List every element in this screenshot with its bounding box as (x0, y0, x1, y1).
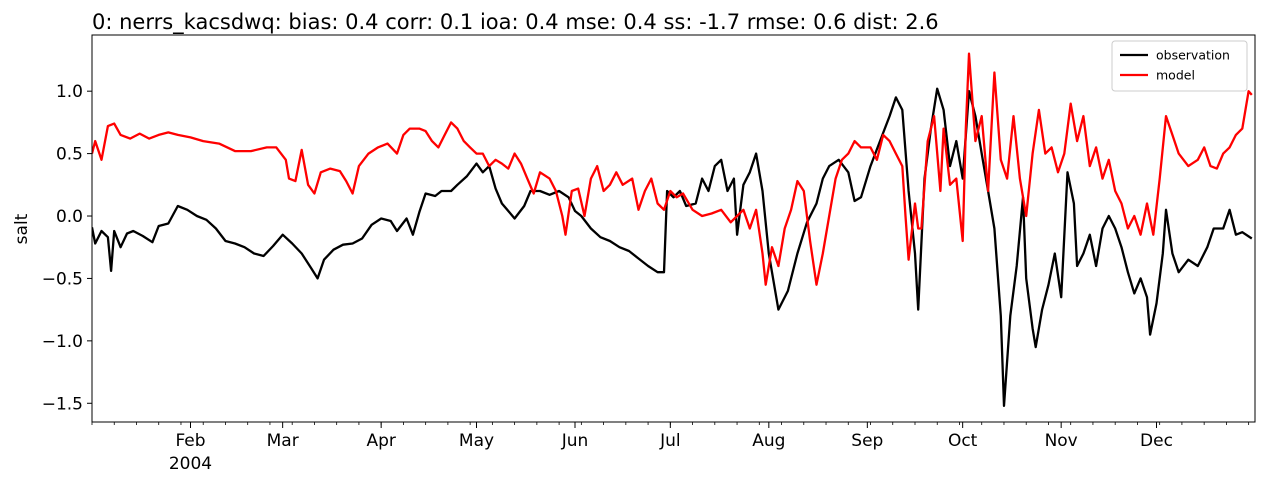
x-tick-label: Oct (948, 431, 978, 451)
legend: observation model (1111, 40, 1248, 92)
x-tick-label: Feb (175, 431, 205, 451)
x-tick-label: Jul (659, 431, 681, 451)
y-tick-label: 0.5 (56, 145, 83, 165)
y-tick-label: 0.0 (56, 207, 83, 227)
x-tick-label: Nov (1045, 431, 1078, 451)
x-tick-label: Dec (1140, 431, 1173, 451)
y-tick-label: 1.0 (56, 82, 83, 102)
legend-box (1111, 40, 1248, 92)
x-tick-label: Apr (366, 431, 395, 451)
x-tick-label: Aug (752, 431, 785, 451)
x-axis: Feb Mar Apr May Jun Jul Aug Sep Oct Nov Dec 2004 (91, 422, 1250, 474)
series-line-model (92, 52, 1253, 286)
y-axis: −1.5 −1.0 −0.5 0.0 0.5 1.0 (42, 82, 92, 414)
x-tick-label: Mar (267, 431, 299, 451)
series-line-observation (92, 87, 1253, 407)
series-layer (92, 52, 1253, 407)
y-tick-label: −0.5 (42, 269, 83, 289)
plot-frame (91, 34, 1256, 423)
x-tick-label: May (459, 431, 494, 451)
plot-area (92, 35, 1255, 422)
x-year-label: 2004 (169, 454, 212, 474)
y-tick-label: −1.0 (42, 332, 83, 352)
x-tick-label: Sep (851, 431, 883, 451)
legend-label-model: model (1156, 68, 1195, 83)
legend-label-observation: observation (1156, 48, 1230, 63)
chart-title: 0: nerrs_kacsdwq: bias: 0.4 corr: 0.1 io… (92, 10, 939, 35)
x-tick-label: Jun (561, 431, 589, 451)
y-axis-label: salt (12, 213, 32, 244)
y-tick-label: −1.5 (42, 394, 83, 414)
